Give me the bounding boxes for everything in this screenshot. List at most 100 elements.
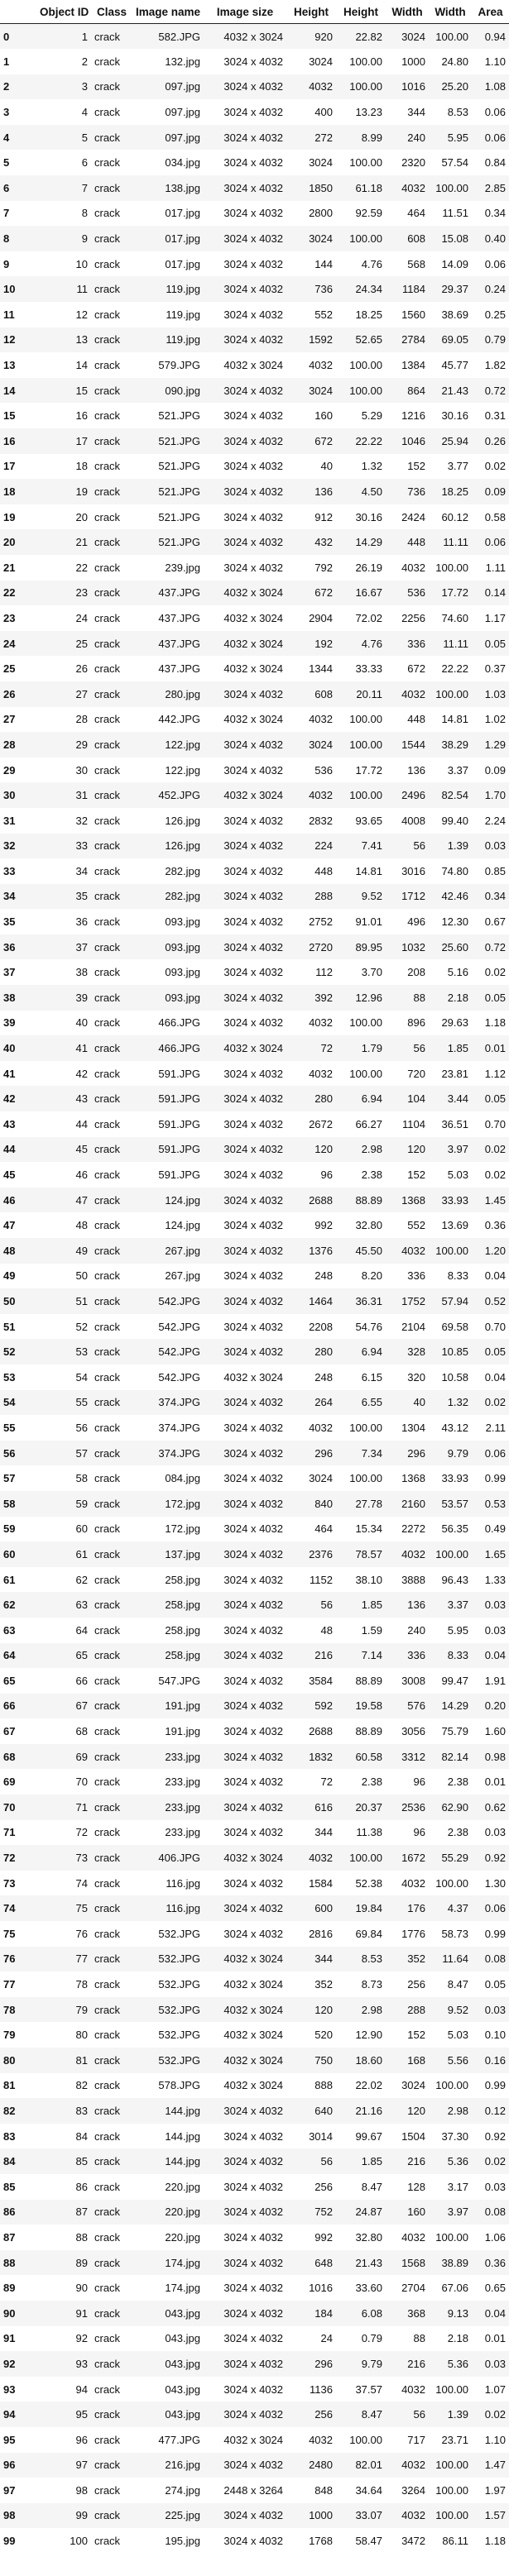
image-name-cell: 174.jpg xyxy=(132,2249,204,2276)
image-size-cell: 3024 x 4032 xyxy=(223,1674,283,1687)
width-px-cell: 136 xyxy=(386,1592,429,1618)
image-size-cell: 3024 x 4032 xyxy=(223,156,283,170)
object-id-cell: 78 xyxy=(75,1978,88,1991)
class-cell: crack xyxy=(94,1876,121,1890)
object-id-cell: 51 xyxy=(36,1288,91,1314)
width-px-cell: 240 xyxy=(386,124,429,151)
width-px-cell: 4032 xyxy=(401,2382,425,2396)
class-cell: crack xyxy=(94,2433,121,2446)
image-size-cell: 3024 x 4032 xyxy=(204,276,286,303)
height-px-cell: 672 xyxy=(286,428,336,454)
class-cell: crack xyxy=(94,662,121,676)
width-px-cell: 208 xyxy=(407,966,425,979)
image-size-cell: 4032 x 3024 xyxy=(223,1370,283,1384)
row-index: 89 xyxy=(3,2282,16,2295)
width-pct-cell: 1.85 xyxy=(429,1035,472,1061)
width-pct-cell: 15.08 xyxy=(429,226,472,251)
object-id-cell: 88 xyxy=(75,2230,88,2244)
area-cell: 1.33 xyxy=(484,1573,506,1586)
row-index: 49 xyxy=(3,1269,16,1283)
width-px-cell: 1046 xyxy=(386,428,429,454)
image-name-cell: 119.jpg xyxy=(132,276,204,303)
height-pct-cell: 24.34 xyxy=(336,276,386,303)
width-pct-cell: 62.90 xyxy=(429,1795,472,1820)
image-name-cell: 521.JPG xyxy=(132,479,204,504)
width-pct-cell: 99.40 xyxy=(441,814,468,827)
image-size-cell: 3024 x 4032 xyxy=(223,561,283,574)
table-row: 91 92 crack 043.jpg 3024 x 4032 24 0.79 88 2.18 0… xyxy=(0,2326,509,2352)
height-pct-cell: 93.65 xyxy=(355,814,382,827)
row-index: 58 xyxy=(0,1490,36,1517)
area-cell: 0.09 xyxy=(484,763,506,777)
height-pct-cell: 8.47 xyxy=(336,2402,386,2427)
width-px-cell: 1368 xyxy=(386,1187,429,1213)
image-name-cell: 542.JPG xyxy=(158,1320,200,1333)
class-cell: crack xyxy=(91,1541,132,1567)
width-pct-cell: 56.35 xyxy=(441,1522,468,1536)
row-index: 24 xyxy=(0,630,36,657)
width-px-cell: 152 xyxy=(407,1169,425,1182)
image-name-cell: 542.JPG xyxy=(158,1370,200,1384)
table-row: 58 59 crack 172.jpg 3024 x 4032 840 27.78 2160 5… xyxy=(0,1490,509,1517)
width-px-cell: 4008 xyxy=(401,814,425,827)
image-size-cell: 3024 x 4032 xyxy=(204,2148,286,2174)
area-cell: 0.06 xyxy=(472,529,509,555)
class-cell: crack xyxy=(91,1795,132,1820)
image-size-cell: 3024 x 4032 xyxy=(204,1086,286,1112)
image-size-cell: 3024 x 4032 xyxy=(223,1522,283,1536)
width-pct-cell: 5.36 xyxy=(429,2351,472,2377)
class-cell: crack xyxy=(91,732,132,758)
height-px-cell: 2752 xyxy=(309,915,333,929)
width-px-cell: 448 xyxy=(407,713,425,726)
width-px-cell: 4032 xyxy=(386,1541,429,1567)
height-pct-cell: 6.15 xyxy=(361,1370,382,1384)
image-name-cell: 282.jpg xyxy=(132,883,204,910)
class-cell: crack xyxy=(91,74,132,100)
image-size-cell: 3024 x 4032 xyxy=(204,1642,286,1669)
width-px-cell: 4032 xyxy=(401,2230,425,2244)
width-px-cell: 672 xyxy=(407,662,425,676)
height-pct-cell: 12.90 xyxy=(355,2029,382,2042)
height-px-cell: 1376 xyxy=(286,1238,336,1264)
image-name-header: Image name xyxy=(132,0,204,24)
width-pct-cell: 36.51 xyxy=(441,1117,468,1130)
image-size-cell: 3024 x 4032 xyxy=(204,2098,286,2124)
row-index: 80 xyxy=(0,2048,36,2073)
width-px-cell: 1368 xyxy=(401,1472,425,1485)
height-pct-cell: 34.64 xyxy=(355,2483,382,2497)
table-row: 32 33 crack 126.jpg 3024 x 4032 224 7.41 56 1.39… xyxy=(0,833,509,859)
image-name-cell: 578.JPG xyxy=(158,2079,200,2092)
object-id-cell: 1 xyxy=(36,23,91,50)
table-row: 82 83 crack 144.jpg 3024 x 4032 640 21.16 120 2.… xyxy=(0,2098,509,2124)
area-cell: 0.08 xyxy=(472,2199,509,2225)
table-row: 33 34 crack 282.jpg 3024 x 4032 448 14.81 3016 7… xyxy=(0,858,509,884)
area-cell: 0.99 xyxy=(484,2079,506,2092)
area-cell: 0.40 xyxy=(472,226,509,251)
image-size-cell: 3024 x 4032 xyxy=(223,1269,283,1283)
table-row: 21 22 crack 239.jpg 3024 x 4032 792 26.19 4032 1… xyxy=(0,555,509,581)
width-pct-cell: 3.97 xyxy=(429,2199,472,2225)
table-row: 3 4 crack 097.jpg 3024 x 4032 400 13.23 344 8.53… xyxy=(0,99,509,125)
image-name-cell: 437.JPG xyxy=(158,662,200,676)
image-size-cell: 3024 x 4032 xyxy=(204,985,286,1011)
image-name-cell: 442.JPG xyxy=(158,713,200,726)
width-pct-cell: 100.00 xyxy=(429,23,472,50)
height-pct-cell: 8.73 xyxy=(361,1978,382,1991)
image-size-cell: 3024 x 4032 xyxy=(223,2129,283,2143)
class-cell: crack xyxy=(94,2282,121,2295)
height-px-cell: 4032 xyxy=(286,782,336,808)
height-pct-cell: 2.98 xyxy=(336,1136,386,1163)
image-size-cell: 3024 x 4032 xyxy=(223,207,283,220)
row-index: 56 xyxy=(0,1440,36,1466)
image-name-cell: 406.JPG xyxy=(132,1845,204,1871)
table-row: 62 63 crack 258.jpg 3024 x 4032 56 1.85 136 3.37… xyxy=(0,1592,509,1618)
image-size-cell: 4032 x 3024 xyxy=(204,630,286,657)
height-px-cell: 2816 xyxy=(309,1927,333,1940)
height-px-cell: 1832 xyxy=(286,1743,336,1770)
image-size-cell: 3024 x 4032 xyxy=(223,763,283,777)
height-px-cell: 1016 xyxy=(309,2282,333,2295)
height-px-cell: 648 xyxy=(286,2249,336,2276)
area-cell: 0.70 xyxy=(484,1320,506,1333)
class-cell: crack xyxy=(94,1674,121,1687)
width-px-cell: 1568 xyxy=(386,2249,429,2276)
